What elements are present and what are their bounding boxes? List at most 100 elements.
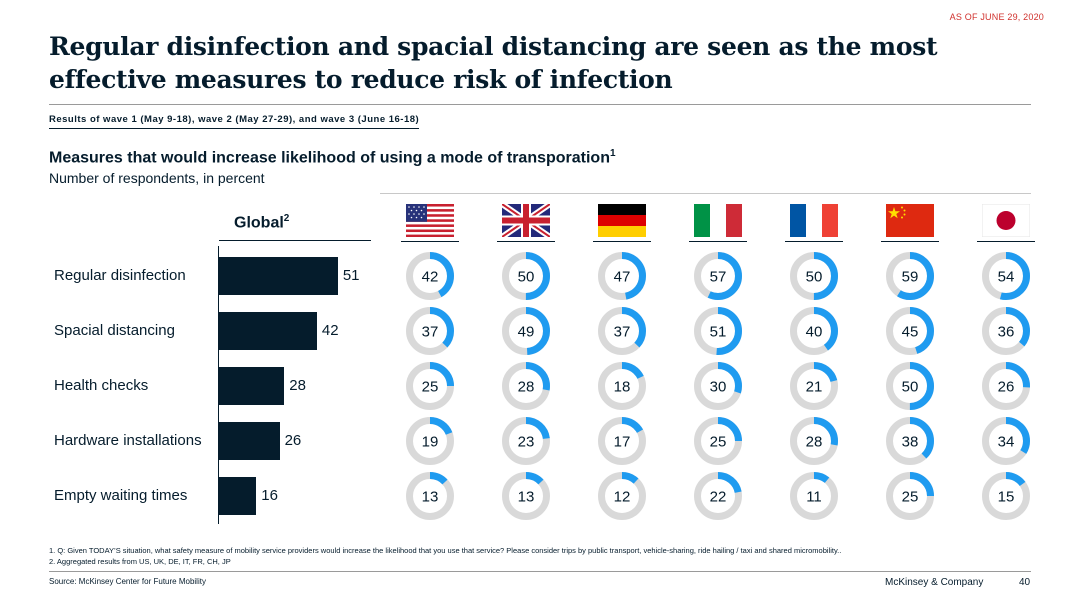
page-title: Regular disinfection and spacial distanc… [49, 32, 938, 94]
donut-it-health-checks: 30 [694, 362, 742, 410]
donut-fr-health-checks: 21 [790, 362, 838, 410]
global-value-spacial-distancing: 42 [321, 322, 339, 339]
donut-cn-empty-waiting-times: 25 [886, 472, 934, 520]
title-divider [49, 104, 1031, 105]
jp-flag-icon [982, 204, 1030, 237]
donut-jp-empty-waiting-times: 15 [982, 472, 1030, 520]
donut-value-arc [886, 362, 934, 410]
donut-label: 25 [710, 434, 727, 451]
donut-value-arc [886, 472, 934, 520]
donut-label: 18 [614, 379, 631, 396]
row-label-health-checks: Health checks [54, 377, 149, 394]
cn-header-rule [881, 241, 939, 242]
as-of-date: AS OF JUNE 29, 2020 [949, 12, 1044, 22]
donut-label: 42 [422, 269, 439, 286]
donut-uk-health-checks: 28 [502, 362, 550, 410]
donut-value-arc [886, 417, 934, 465]
donut-value-arc [502, 307, 550, 355]
donut-label: 17 [614, 434, 631, 451]
subtitle-footnote-marker: 1 [609, 148, 616, 159]
donut-label: 30 [710, 379, 727, 396]
global-value-regular-disinfection: 51 [342, 267, 360, 284]
donut-value-arc [598, 307, 646, 355]
global-bar-spacial-distancing [219, 312, 317, 350]
donut-value-arc [406, 307, 454, 355]
donut-us-hardware-installations: 19 [406, 417, 454, 465]
row-label-regular-disinfection: Regular disinfection [54, 267, 186, 284]
donut-value-arc [406, 417, 454, 465]
row-label-hardware-installations: Hardware installations [54, 432, 202, 449]
donut-uk-spacial-distancing: 49 [502, 307, 550, 355]
footer-divider [49, 571, 1031, 572]
donut-label: 25 [902, 489, 919, 506]
donut-label: 13 [518, 489, 535, 506]
donut-label: 50 [806, 269, 823, 286]
global-bar-empty-waiting-times [219, 477, 257, 515]
donut-de-regular-disinfection: 47 [598, 252, 646, 300]
footnote-2: 2. Aggregated results from US, UK, DE, I… [49, 557, 231, 566]
donut-it-regular-disinfection: 57 [694, 252, 742, 300]
donut-value-arc [598, 252, 646, 300]
donut-label: 36 [998, 324, 1015, 341]
subtitle-text: Measures that would increase likelihood … [49, 149, 610, 167]
global-bar-health-checks [219, 367, 285, 405]
global-header-rule [219, 240, 371, 241]
donut-label: 21 [806, 379, 823, 396]
donut-label: 12 [614, 489, 631, 506]
donut-label: 49 [518, 324, 535, 341]
donut-value-arc [694, 252, 742, 300]
donut-label: 28 [806, 434, 823, 451]
donut-value-arc [694, 417, 742, 465]
donut-value-arc [694, 472, 742, 520]
donut-de-health-checks: 18 [598, 362, 646, 410]
donut-label: 45 [902, 324, 919, 341]
donut-us-regular-disinfection: 42 [406, 252, 454, 300]
donut-value-arc [886, 252, 934, 300]
donut-cn-health-checks: 50 [886, 362, 934, 410]
donut-uk-hardware-installations: 23 [502, 417, 550, 465]
donut-value-arc [886, 307, 934, 355]
bar-axis [218, 246, 219, 524]
header-divider [380, 193, 1031, 194]
global-value-empty-waiting-times: 16 [261, 487, 278, 504]
donut-label: 50 [902, 379, 919, 396]
donut-de-empty-waiting-times: 12 [598, 472, 646, 520]
donut-label: 28 [518, 379, 535, 396]
donut-value-arc [982, 362, 1030, 410]
global-column-title: Global2 [234, 213, 289, 232]
chart-units: Number of respondents, in percent [49, 170, 265, 186]
donut-value-arc [406, 472, 454, 520]
donut-value-arc [982, 307, 1030, 355]
donut-value-arc [790, 472, 838, 520]
donut-jp-hardware-installations: 34 [982, 417, 1030, 465]
donut-cn-regular-disinfection: 59 [886, 252, 934, 300]
de-header-rule [593, 241, 651, 242]
donut-label: 59 [902, 269, 919, 286]
footnote-1: 1. Q: Given TODAY’S situation, what safe… [49, 546, 842, 555]
donut-de-spacial-distancing: 37 [598, 307, 646, 355]
donut-label: 19 [422, 434, 439, 451]
donut-us-empty-waiting-times: 13 [406, 472, 454, 520]
donut-label: 50 [518, 269, 535, 286]
uk-header-rule [497, 241, 555, 242]
donut-value-arc [694, 307, 742, 355]
donut-label: 22 [710, 489, 727, 506]
it-header-rule [689, 241, 747, 242]
row-label-spacial-distancing: Spacial distancing [54, 322, 175, 339]
donut-it-empty-waiting-times: 22 [694, 472, 742, 520]
donut-label: 13 [422, 489, 439, 506]
donut-it-spacial-distancing: 51 [694, 307, 742, 355]
global-bar-hardware-installations [219, 422, 280, 460]
donut-value-arc [502, 362, 550, 410]
donut-jp-spacial-distancing: 36 [982, 307, 1030, 355]
us-header-rule [401, 241, 459, 242]
global-value-hardware-installations: 26 [284, 432, 302, 449]
donut-label: 57 [710, 269, 727, 286]
donut-uk-empty-waiting-times: 13 [502, 472, 550, 520]
donut-fr-spacial-distancing: 40 [790, 307, 838, 355]
fr-header-rule [785, 241, 843, 242]
donut-value-arc [790, 362, 838, 410]
donut-value-arc [598, 472, 646, 520]
donut-value-arc [598, 362, 646, 410]
donut-label: 40 [806, 324, 823, 341]
